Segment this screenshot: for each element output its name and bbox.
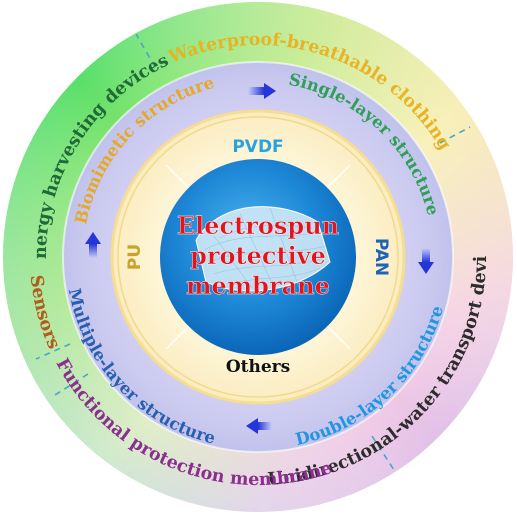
inner-dividers [165, 164, 351, 350]
label-pan: PAN [371, 238, 391, 276]
center-title-line1: Electrospun [177, 211, 339, 240]
center-title-line3: membrane [186, 271, 330, 300]
outer-dividers [35, 33, 471, 471]
arrow-down-right [418, 248, 434, 274]
arrow-left-bottom [246, 418, 272, 434]
label-others: Others [226, 357, 290, 377]
label-pvdf: PVDF [232, 137, 283, 157]
center-title-line2: protective [190, 241, 326, 270]
arrow-right-top [248, 83, 276, 99]
label-pu: PU [125, 244, 145, 270]
arrow-up-left [85, 232, 101, 258]
